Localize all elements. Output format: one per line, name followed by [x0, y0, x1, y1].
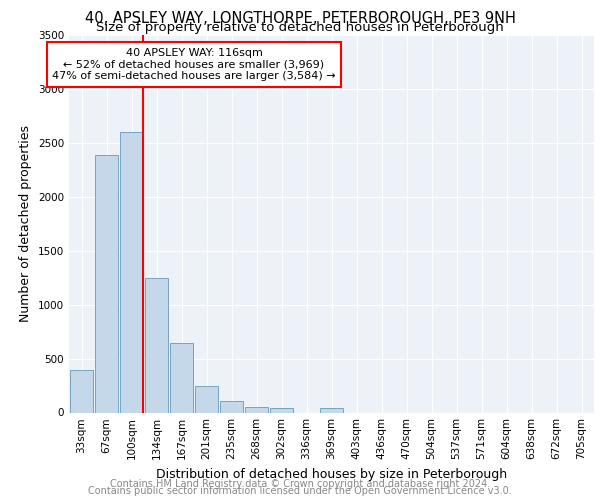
Text: Contains public sector information licensed under the Open Government Licence v3: Contains public sector information licen…: [88, 486, 512, 496]
Bar: [70, 370, 93, 412]
Text: Contains HM Land Registry data © Crown copyright and database right 2024.: Contains HM Land Registry data © Crown c…: [110, 479, 490, 489]
X-axis label: Distribution of detached houses by size in Peterborough: Distribution of detached houses by size …: [156, 468, 507, 481]
Bar: [320, 408, 343, 412]
Text: 40, APSLEY WAY, LONGTHORPE, PETERBOROUGH, PE3 9NH: 40, APSLEY WAY, LONGTHORPE, PETERBOROUGH…: [85, 11, 515, 26]
Bar: [120, 132, 143, 412]
Bar: [270, 408, 293, 412]
Bar: [245, 406, 268, 412]
Bar: [145, 278, 168, 412]
Text: 40 APSLEY WAY: 116sqm
← 52% of detached houses are smaller (3,969)
47% of semi-d: 40 APSLEY WAY: 116sqm ← 52% of detached …: [52, 48, 336, 81]
Bar: [220, 400, 243, 412]
Text: Size of property relative to detached houses in Peterborough: Size of property relative to detached ho…: [96, 21, 504, 34]
Y-axis label: Number of detached properties: Number of detached properties: [19, 125, 32, 322]
Bar: [195, 386, 218, 412]
Bar: [170, 344, 193, 412]
Bar: [95, 154, 118, 412]
